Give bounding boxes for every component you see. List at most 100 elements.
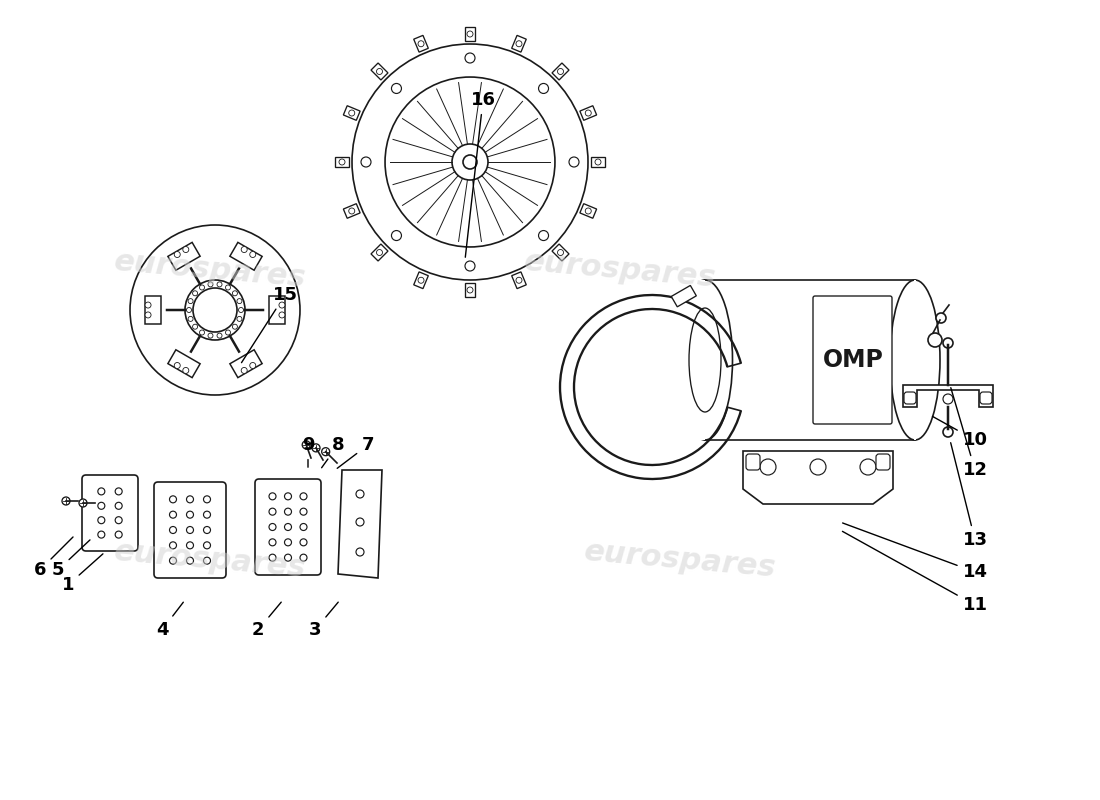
Circle shape [187, 557, 194, 564]
Circle shape [204, 557, 210, 564]
Ellipse shape [890, 280, 940, 440]
Text: 1: 1 [62, 554, 103, 594]
Circle shape [270, 508, 276, 515]
Polygon shape [512, 272, 526, 289]
Polygon shape [414, 272, 428, 289]
Circle shape [928, 333, 942, 347]
Circle shape [558, 69, 563, 74]
Circle shape [192, 324, 198, 330]
Circle shape [98, 531, 104, 538]
Circle shape [539, 230, 549, 241]
Circle shape [98, 488, 104, 495]
Circle shape [569, 157, 579, 167]
Polygon shape [145, 296, 161, 324]
Circle shape [174, 251, 180, 258]
Circle shape [468, 287, 473, 293]
Text: 9: 9 [301, 436, 315, 467]
Circle shape [300, 554, 307, 561]
Text: 4: 4 [156, 602, 184, 639]
Text: OMP: OMP [823, 348, 883, 372]
Circle shape [392, 230, 402, 241]
Circle shape [279, 312, 285, 318]
Ellipse shape [678, 280, 733, 440]
Circle shape [760, 459, 775, 475]
Circle shape [145, 312, 151, 318]
Circle shape [250, 251, 256, 258]
Polygon shape [338, 470, 382, 578]
Circle shape [187, 542, 194, 549]
Circle shape [392, 83, 402, 94]
Circle shape [810, 459, 826, 475]
Circle shape [585, 110, 592, 116]
Polygon shape [465, 27, 475, 41]
Circle shape [204, 496, 210, 503]
Circle shape [300, 508, 307, 515]
Circle shape [169, 526, 176, 534]
Circle shape [349, 110, 354, 116]
Circle shape [270, 493, 276, 500]
Polygon shape [465, 283, 475, 297]
Circle shape [130, 225, 300, 395]
Circle shape [300, 539, 307, 546]
Circle shape [116, 531, 122, 538]
Circle shape [116, 488, 122, 495]
Circle shape [236, 316, 242, 322]
Circle shape [98, 502, 104, 510]
Circle shape [187, 307, 191, 313]
Circle shape [116, 502, 122, 510]
Circle shape [204, 542, 210, 549]
Polygon shape [552, 63, 569, 80]
Polygon shape [512, 35, 526, 52]
Circle shape [270, 539, 276, 546]
Polygon shape [343, 204, 360, 218]
Polygon shape [591, 157, 605, 167]
FancyBboxPatch shape [876, 454, 890, 470]
Circle shape [79, 499, 87, 507]
Circle shape [356, 490, 364, 498]
Text: 15: 15 [242, 286, 297, 362]
Circle shape [279, 302, 285, 308]
Circle shape [385, 77, 556, 247]
Polygon shape [371, 244, 388, 261]
Text: 13: 13 [950, 442, 988, 549]
Circle shape [199, 330, 205, 335]
Circle shape [98, 517, 104, 524]
Polygon shape [671, 286, 696, 307]
Polygon shape [580, 106, 596, 120]
Circle shape [285, 508, 292, 515]
Circle shape [232, 324, 238, 330]
Polygon shape [903, 385, 993, 407]
Circle shape [270, 523, 276, 530]
Circle shape [943, 394, 953, 404]
Circle shape [418, 278, 424, 283]
FancyBboxPatch shape [154, 482, 226, 578]
Circle shape [463, 155, 477, 169]
Circle shape [468, 31, 473, 37]
Circle shape [270, 554, 276, 561]
Polygon shape [343, 106, 360, 120]
Polygon shape [580, 204, 596, 218]
FancyBboxPatch shape [746, 454, 760, 470]
Circle shape [595, 159, 601, 165]
Circle shape [539, 83, 549, 94]
Text: 16: 16 [465, 91, 495, 258]
Circle shape [169, 511, 176, 518]
Circle shape [300, 493, 307, 500]
Circle shape [241, 367, 248, 374]
Circle shape [236, 298, 242, 304]
Polygon shape [336, 157, 349, 167]
Circle shape [936, 313, 946, 323]
Circle shape [352, 44, 588, 280]
Circle shape [465, 261, 475, 271]
Circle shape [312, 444, 320, 452]
Circle shape [465, 53, 475, 63]
Polygon shape [230, 242, 262, 270]
Circle shape [452, 144, 488, 180]
Circle shape [376, 69, 383, 74]
Circle shape [169, 496, 176, 503]
Text: eurospares: eurospares [112, 247, 307, 293]
Polygon shape [742, 451, 893, 504]
Circle shape [188, 298, 194, 304]
Circle shape [169, 557, 176, 564]
Circle shape [285, 539, 292, 546]
